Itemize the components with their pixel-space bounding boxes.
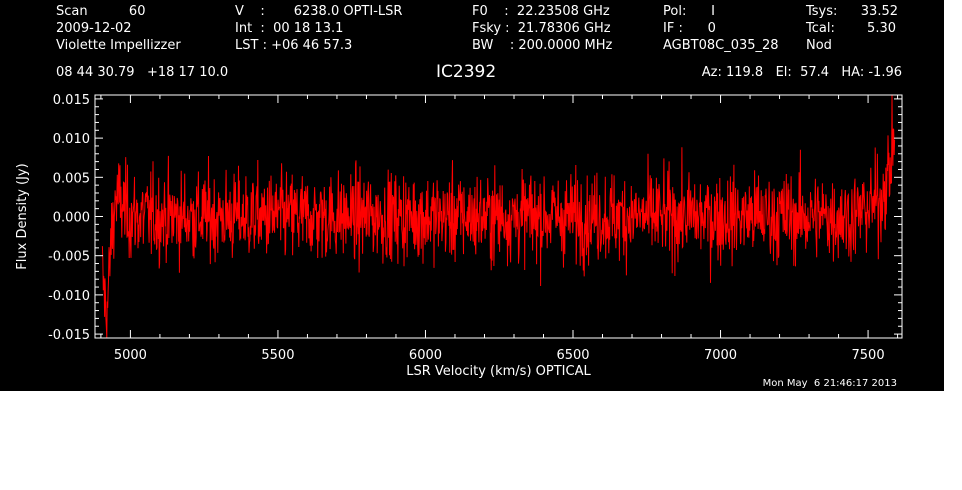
x-tick-label: 6500 (556, 348, 589, 363)
coordinates-label: 08 44 30.79 +18 17 10.0 (56, 65, 229, 80)
nod-label: Nod (806, 38, 832, 53)
lst-label: LST : +06 46 57.3 (235, 38, 353, 53)
velocity-label: V : 6238.0 OPTI-LSR (235, 4, 403, 19)
y-tick-label: -0.015 (48, 328, 90, 343)
tsys-label: Tsys: (806, 4, 838, 19)
y-axis-title: Flux Density (Jy) (15, 163, 30, 269)
y-tick-label: -0.010 (48, 289, 90, 304)
tsys-value: 33.52 (860, 4, 898, 19)
x-tick-label: 5500 (261, 348, 294, 363)
tcal-label: Tcal: (806, 21, 835, 36)
y-tick-label: -0.005 (48, 250, 90, 265)
pol-label: Pol: I (663, 4, 715, 19)
f0-label: F0 : 22.23508 GHz (472, 4, 610, 19)
x-tick-label: 7000 (704, 348, 737, 363)
timestamp-label: Mon May 6 21:46:17 2013 (762, 378, 897, 389)
observer-label: Violette Impellizzer (56, 38, 181, 53)
scan-label: Scan 60 (56, 4, 146, 19)
y-tick-label: 0.000 (53, 211, 90, 226)
spectrum-series (101, 95, 896, 339)
project-label: AGBT08C_035_28 (663, 38, 779, 53)
x-tick-label: 6000 (409, 348, 442, 363)
spectrum-chart: 5000 5500 6000 6500 7000 7500 -0.015-0.010-0.… (15, 93, 903, 379)
x-tick-label: 7500 (852, 348, 885, 363)
tcal-value: 5.30 (867, 21, 896, 36)
y-tick-label: 0.010 (53, 132, 90, 147)
spectrum-line (101, 95, 896, 339)
y-axis: -0.015 -0.010 -0.005 0.000 0.005 0.010 0.015 (48, 93, 902, 343)
y-tick-label: 0.005 (53, 171, 90, 186)
bw-label: BW : 200.0000 MHz (472, 38, 613, 53)
date-label: 2009-12-02 (56, 21, 132, 36)
int-label: Int : 00 18 13.1 (235, 21, 344, 36)
if-label: IF : 0 (663, 21, 716, 36)
x-axis: 5000 5500 6000 6500 7000 7500 (100, 95, 899, 363)
fsky-label: Fsky : 21.78306 GHz (472, 21, 611, 36)
x-axis-title: LSR Velocity (km/s) OPTICAL (406, 364, 591, 379)
source-name: IC2392 (436, 62, 497, 82)
pointing-label: Az: 119.8 El: 57.4 HA: -1.96 (701, 65, 902, 80)
x-tick-label: 5000 (114, 348, 147, 363)
y-tick-label: 0.015 (53, 93, 90, 108)
